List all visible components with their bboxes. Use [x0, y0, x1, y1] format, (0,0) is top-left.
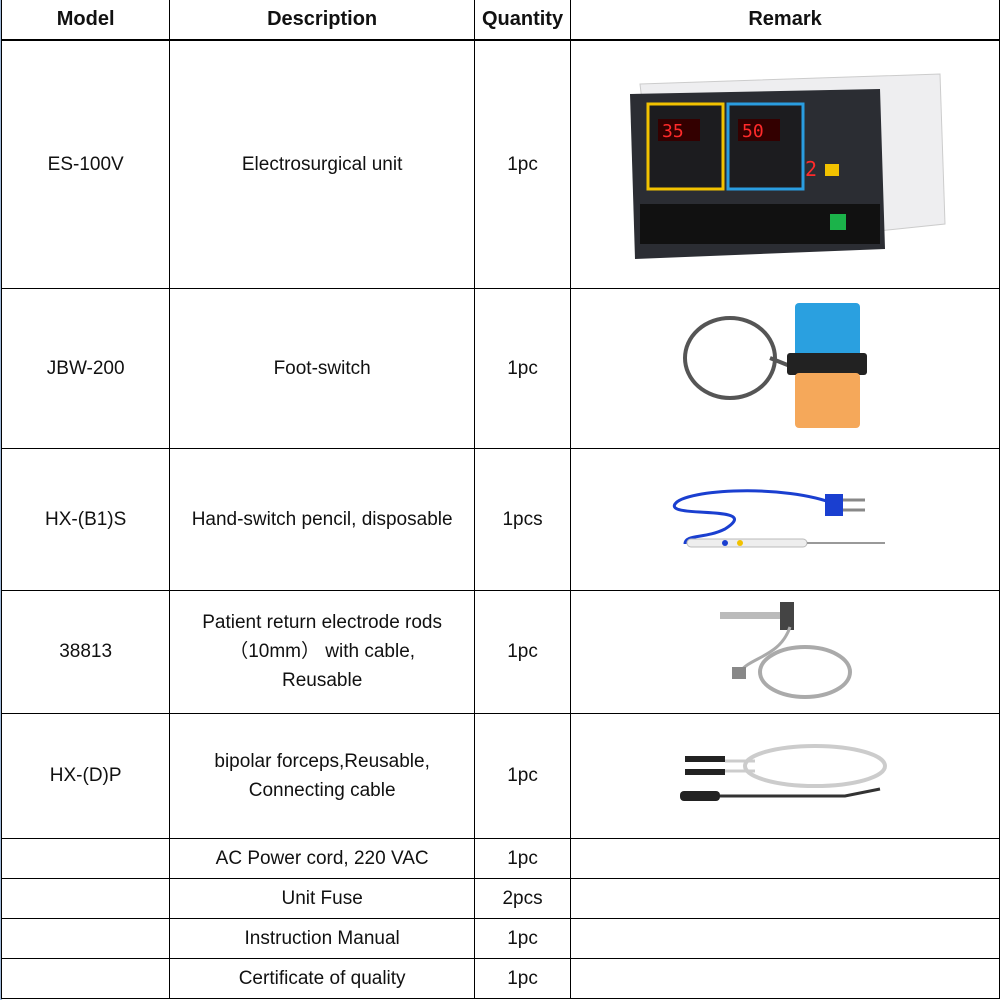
bipolar-forceps-image [680, 743, 888, 801]
header-model: Model [0, 0, 171, 41]
description-cell: bipolar forceps,Reusable, Connecting cab… [169, 712, 475, 839]
description-cell: Certificate of quality [169, 957, 475, 999]
header-description: Description [169, 0, 475, 41]
hand-switch-pencil-image [673, 489, 886, 548]
table-row: Instruction Manual 1pc [0, 917, 1000, 959]
description-line: Connecting cable [248, 779, 396, 801]
remark-cell [570, 712, 1000, 839]
remark-cell [570, 447, 1000, 591]
remark-cell [570, 589, 1000, 714]
quantity-cell: 1pc [473, 917, 572, 959]
remark-cell [570, 287, 1000, 449]
foot-switch-image [683, 303, 868, 428]
remark-cell [570, 957, 1000, 999]
quantity-cell: 1pc [473, 39, 572, 289]
model-cell: ES-100V [0, 39, 171, 289]
model-cell: HX-(B1)S [0, 447, 171, 591]
svg-text:2: 2 [805, 157, 817, 181]
quantity-cell: 1pc [473, 837, 572, 879]
description-cell: Foot-switch [169, 287, 475, 449]
table-row: HX-(D)P bipolar forceps,Reusable, Connec… [0, 712, 1000, 839]
electrosurgical-unit-image: 35 50 2 [630, 73, 946, 260]
header-row: Model Description Quantity Remark [0, 0, 1000, 41]
table-row: Certificate of quality 1pc [0, 957, 1000, 999]
quantity-cell: 1pc [473, 957, 572, 999]
description-cell: AC Power cord, 220 VAC [169, 837, 475, 879]
remark-cell: 35 50 2 [570, 39, 1000, 289]
quantity-cell: 1pc [473, 712, 572, 839]
remark-cell [570, 917, 1000, 959]
model-cell [0, 877, 171, 919]
table-row: 38813 Patient return electrode rods （10m… [0, 589, 1000, 714]
description-line: bipolar forceps,Reusable, [214, 750, 430, 772]
table-row: AC Power cord, 220 VAC 1pc [0, 837, 1000, 879]
return-electrode-image [720, 601, 853, 699]
description-cell: Electrosurgical unit [169, 39, 475, 289]
header-quantity: Quantity [473, 0, 572, 41]
model-cell: HX-(D)P [0, 712, 171, 839]
table-row: JBW-200 Foot-switch 1pc [0, 287, 1000, 449]
description-line: Reusable [281, 670, 363, 691]
header-remark: Remark [570, 0, 1000, 41]
description-cell: Unit Fuse [169, 877, 475, 919]
coag-display: 50 [742, 121, 764, 142]
description-cell: Patient return electrode rods （10mm） wit… [169, 589, 475, 714]
model-cell [0, 957, 171, 999]
quantity-cell: 1pc [473, 589, 572, 714]
quantity-cell: 1pcs [473, 447, 572, 591]
model-cell: JBW-200 [0, 287, 171, 449]
remark-cell [570, 837, 1000, 879]
model-cell [0, 917, 171, 959]
description-line: Patient return electrode rods [202, 612, 442, 633]
table-row: HX-(B1)S Hand-switch pencil, disposable … [0, 447, 1000, 591]
remark-cell [570, 877, 1000, 919]
model-cell [0, 837, 171, 879]
cut-display: 35 [662, 121, 684, 142]
description-cell: Hand-switch pencil, disposable [169, 447, 475, 591]
quantity-cell: 1pc [473, 287, 572, 449]
description-cell: Instruction Manual [169, 917, 475, 959]
model-cell: 38813 [0, 589, 171, 714]
quantity-cell: 2pcs [473, 877, 572, 919]
table-row: ES-100V Electrosurgical unit 1pc 35 50 2 [0, 39, 1000, 289]
description-line: （10mm） with cable, [229, 641, 416, 662]
table-row: Unit Fuse 2pcs [0, 877, 1000, 919]
